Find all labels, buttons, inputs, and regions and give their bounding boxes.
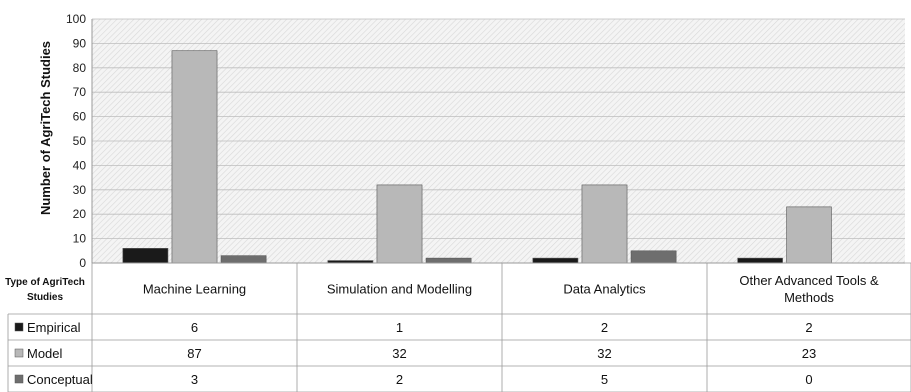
bar-model-1 <box>171 50 218 264</box>
data-label: 32 <box>392 346 406 361</box>
series-label-conceptual: Conceptual <box>27 372 93 387</box>
bar-conceptual-2 <box>425 257 472 264</box>
y-tick-label: 80 <box>73 61 87 75</box>
y-tick-label: 70 <box>73 85 87 99</box>
plot-area: 0 10 20 30 40 50 60 70 80 90 100 <box>66 12 905 270</box>
series-label-empirical: Empirical <box>27 320 81 335</box>
y-tick-label: 30 <box>73 183 87 197</box>
data-label: 87 <box>187 346 201 361</box>
y-tick-label: 0 <box>79 256 86 270</box>
data-label: 2 <box>805 320 812 335</box>
legend-key-empirical <box>14 322 24 332</box>
y-axis-title: Number of AgriTech Studies <box>38 41 53 215</box>
category-label: Other Advanced Tools & <box>739 273 879 288</box>
y-tick-label: 90 <box>73 36 87 50</box>
legend-key-conceptual <box>14 374 24 384</box>
bar-empirical-3 <box>532 257 579 264</box>
y-tick-label: 10 <box>73 232 87 246</box>
data-label: 5 <box>601 372 608 387</box>
y-tick-label: 100 <box>66 12 86 26</box>
bar-conceptual-1 <box>220 255 267 264</box>
data-label: 6 <box>191 320 198 335</box>
legend-key-model <box>14 348 24 358</box>
category-label: Data Analytics <box>563 282 646 297</box>
data-table: Type of AgriTech Studies Machine Learning S… <box>5 262 911 392</box>
bar-model-2 <box>376 184 423 264</box>
data-label: 3 <box>191 372 198 387</box>
bar-empirical-4 <box>737 257 783 264</box>
y-tick-label: 60 <box>73 110 87 124</box>
category-label: Methods <box>784 290 834 305</box>
y-tick-label: 50 <box>73 134 87 148</box>
bar-empirical-1 <box>122 248 169 264</box>
data-label: 1 <box>396 320 403 335</box>
series-label-model: Model <box>27 346 63 361</box>
category-label: Machine Learning <box>143 282 246 297</box>
y-tick-label: 40 <box>73 158 87 172</box>
data-label: 23 <box>802 346 816 361</box>
table-corner-label: Studies <box>27 292 64 303</box>
bar-conceptual-3 <box>630 250 677 264</box>
table-corner-label: Type of AgriTech <box>5 277 85 288</box>
data-label: 2 <box>601 320 608 335</box>
data-label: 0 <box>805 372 812 387</box>
category-label: Simulation and Modelling <box>327 282 472 297</box>
bar-model-3 <box>581 184 628 264</box>
data-label: 2 <box>396 372 403 387</box>
y-tick-label: 20 <box>73 207 87 221</box>
bar-model-4 <box>786 206 832 264</box>
data-label: 32 <box>597 346 611 361</box>
